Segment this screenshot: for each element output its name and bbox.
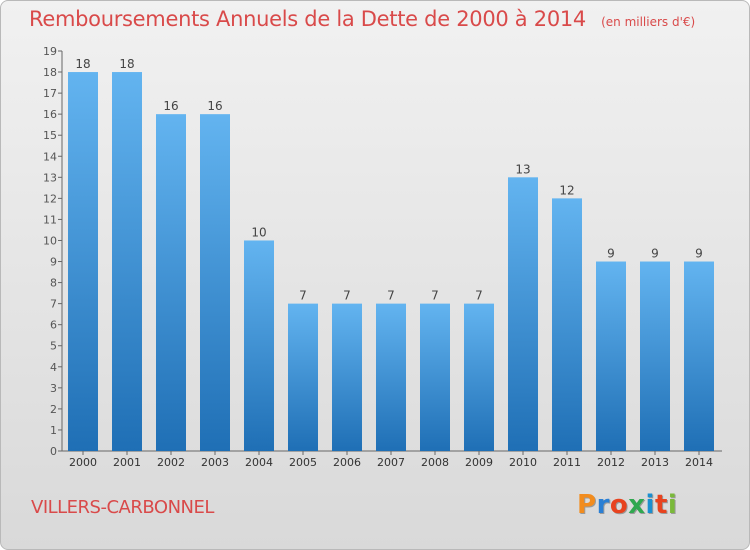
y-tick-label: 6 — [50, 319, 57, 332]
logo-letter: r — [596, 490, 610, 520]
bar-2012 — [596, 261, 626, 451]
y-tick-label: 8 — [50, 277, 57, 290]
y-tick-label: 3 — [50, 382, 57, 395]
data-label-2010: 13 — [515, 162, 530, 176]
y-tick-label: 13 — [43, 171, 57, 184]
y-tick-label: 0 — [50, 445, 57, 458]
city-name: VILLERS-CARBONNEL — [31, 497, 214, 518]
x-tick-label: 2010 — [509, 456, 537, 469]
x-tick-label: 2002 — [157, 456, 185, 469]
logo-letter: P — [577, 490, 597, 520]
data-label-2013: 9 — [651, 247, 659, 261]
logo-letter: i — [667, 490, 678, 520]
data-label-2007: 7 — [387, 289, 395, 303]
y-tick-label: 9 — [50, 256, 57, 269]
x-tick-label: 2001 — [113, 456, 141, 469]
x-tick-label: 2012 — [597, 456, 625, 469]
bar-2002 — [156, 114, 186, 451]
logo-letter: t — [654, 490, 668, 520]
bar-2005 — [288, 303, 318, 451]
y-tick-label: 7 — [50, 298, 57, 311]
y-tick-label: 18 — [43, 66, 57, 79]
y-tick-label: 4 — [50, 361, 57, 374]
x-tick-label: 2003 — [201, 456, 229, 469]
bar-2013 — [640, 261, 670, 451]
data-label-2008: 7 — [431, 289, 439, 303]
bar-2006 — [332, 303, 362, 451]
data-label-2006: 7 — [343, 289, 351, 303]
x-tick-label: 2007 — [377, 456, 405, 469]
data-label-2014: 9 — [695, 247, 703, 261]
bar-2011 — [552, 198, 582, 451]
bar-2003 — [200, 114, 230, 451]
chart-title: Remboursements Annuels de la Dette de 20… — [29, 7, 586, 31]
logo-letter: i — [645, 490, 655, 520]
x-tick-label: 2013 — [641, 456, 669, 469]
x-tick-label: 2014 — [685, 456, 713, 469]
bar-2014 — [684, 261, 714, 451]
labels: 0123456789101112131415161718191820001820… — [43, 45, 713, 469]
data-label-2012: 9 — [607, 247, 615, 261]
data-label-2011: 12 — [559, 183, 574, 197]
data-label-2002: 16 — [163, 99, 178, 113]
y-tick-label: 12 — [43, 192, 57, 205]
proxiti-logo[interactable]: Proxiti — [577, 490, 677, 520]
bar-2000 — [68, 72, 98, 451]
x-tick-label: 2011 — [553, 456, 581, 469]
data-label-2005: 7 — [299, 289, 307, 303]
y-tick-label: 15 — [43, 129, 57, 142]
y-tick-label: 19 — [43, 45, 57, 58]
x-tick-label: 2005 — [289, 456, 317, 469]
y-tick-label: 17 — [43, 87, 57, 100]
bar-2004 — [244, 240, 274, 451]
bar-2007 — [376, 303, 406, 451]
x-tick-label: 2008 — [421, 456, 449, 469]
x-tick-label: 2009 — [465, 456, 493, 469]
x-tick-label: 2004 — [245, 456, 273, 469]
logo-letter: x — [628, 490, 646, 520]
bar-2009 — [464, 303, 494, 451]
data-label-2004: 10 — [251, 225, 266, 239]
data-label-2000: 18 — [75, 57, 90, 71]
x-tick-label: 2000 — [69, 456, 97, 469]
y-tick-label: 10 — [43, 234, 57, 247]
y-tick-label: 5 — [50, 340, 57, 353]
bars — [68, 72, 714, 451]
y-tick-label: 14 — [43, 150, 57, 163]
y-tick-label: 1 — [50, 424, 57, 437]
bar-2001 — [112, 72, 142, 451]
y-tick-label: 11 — [43, 213, 57, 226]
data-label-2003: 16 — [207, 99, 222, 113]
data-label-2001: 18 — [119, 57, 134, 71]
chart-header: Remboursements Annuels de la Dette de 20… — [29, 7, 695, 31]
y-tick-label: 16 — [43, 108, 57, 121]
chart-unit: (en milliers d'€) — [601, 15, 696, 29]
data-label-2009: 7 — [475, 289, 483, 303]
bar-2010 — [508, 177, 538, 451]
x-tick-label: 2006 — [333, 456, 361, 469]
y-tick-label: 2 — [50, 403, 57, 416]
bar-2008 — [420, 303, 450, 451]
logo-letter: o — [609, 490, 629, 520]
